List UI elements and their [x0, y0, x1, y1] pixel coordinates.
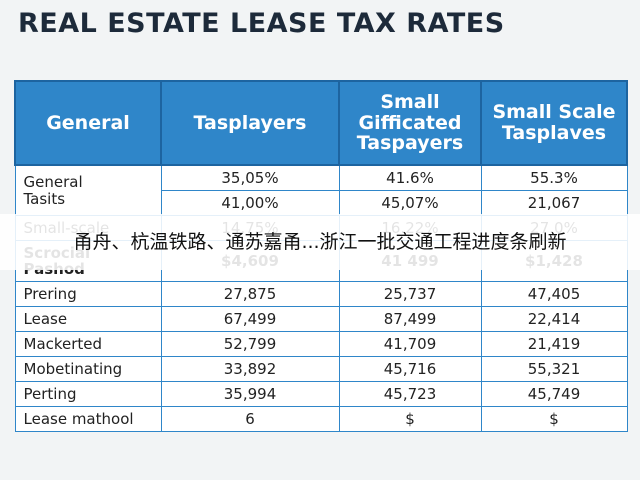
value-cell: 52,799: [160, 331, 340, 357]
value-cell: 35,05%: [160, 164, 340, 191]
row: Perting 35,994 45,723 45,749: [14, 381, 628, 407]
header-cell: General: [14, 80, 162, 166]
label-line: Mackerted: [23, 334, 103, 353]
row-label: Lease: [14, 306, 162, 332]
value-cell: 22,414: [480, 306, 628, 332]
label-line: General: [23, 173, 83, 191]
label-line: Mobetinating: [23, 359, 123, 378]
value-cell: 67,499: [160, 306, 340, 332]
row-label: Mackerted: [14, 331, 162, 357]
label-line: Tasits: [23, 189, 66, 208]
row: Mackerted 52,799 41,709 21,419: [14, 331, 628, 357]
value-cell: 41.6%: [338, 164, 482, 191]
row-label: Perting: [14, 381, 162, 407]
value-cell: 45,749: [480, 381, 628, 407]
value-cell: 41,00%: [160, 190, 340, 216]
row: Mobetinating 33,892 45,716 55,321: [14, 356, 628, 382]
label-line: Lease mathool: [23, 409, 134, 428]
value-cell: 45,723: [338, 381, 482, 407]
header-cell: Small Scale Tasplaves: [480, 80, 628, 166]
row: Prering 27,875 25,737 47,405: [14, 281, 628, 307]
value-cell: 21,419: [480, 331, 628, 357]
row: Lease mathool 6 $ $: [14, 406, 628, 432]
row: Lease 67,499 87,499 22,414: [14, 306, 628, 332]
label-line: Prering: [23, 284, 77, 303]
value-cell: 45,716: [338, 356, 482, 382]
value-cell: 33,892: [160, 356, 340, 382]
value-cell: $: [338, 406, 482, 432]
value-cell: $: [480, 406, 628, 432]
value-cell: 6: [160, 406, 340, 432]
label-line: Lease: [23, 309, 68, 328]
value-cell: 35,994: [160, 381, 340, 407]
header-row: General Tasplayers Small Gifficated Taspay…: [14, 80, 628, 166]
value-cell: 55,321: [480, 356, 628, 382]
title: REAL ESTATE LEASE TAX RATES: [18, 8, 505, 39]
value-cell: 41,709: [338, 331, 482, 357]
news-banner: 甬舟、杭温铁路、通苏嘉甬...浙江一批交通工程进度条刷新: [0, 214, 640, 270]
value-cell: 47,405: [480, 281, 628, 307]
header-cell: Small Gifficated Taspayers: [338, 80, 482, 166]
row-label: General Tasits: [14, 164, 162, 216]
row-label: Mobetinating: [14, 356, 162, 382]
row: 41,00% 45,07% 21,067: [15, 190, 628, 216]
value-cell: 21,067: [480, 190, 628, 216]
row-label: Prering: [14, 281, 162, 307]
header-cell: Tasplayers: [160, 80, 340, 166]
row: General Tasits 35,05% 41.6% 55.3%: [14, 164, 628, 216]
value-cell: 87,499: [338, 306, 482, 332]
value-cell: 45,07%: [338, 190, 482, 216]
label-line: Perting: [23, 384, 77, 403]
value-cell: 55.3%: [480, 164, 628, 191]
value-cell: 27,875: [160, 281, 340, 307]
value-cell: 25,737: [338, 281, 482, 307]
row-label: Lease mathool: [14, 406, 162, 432]
